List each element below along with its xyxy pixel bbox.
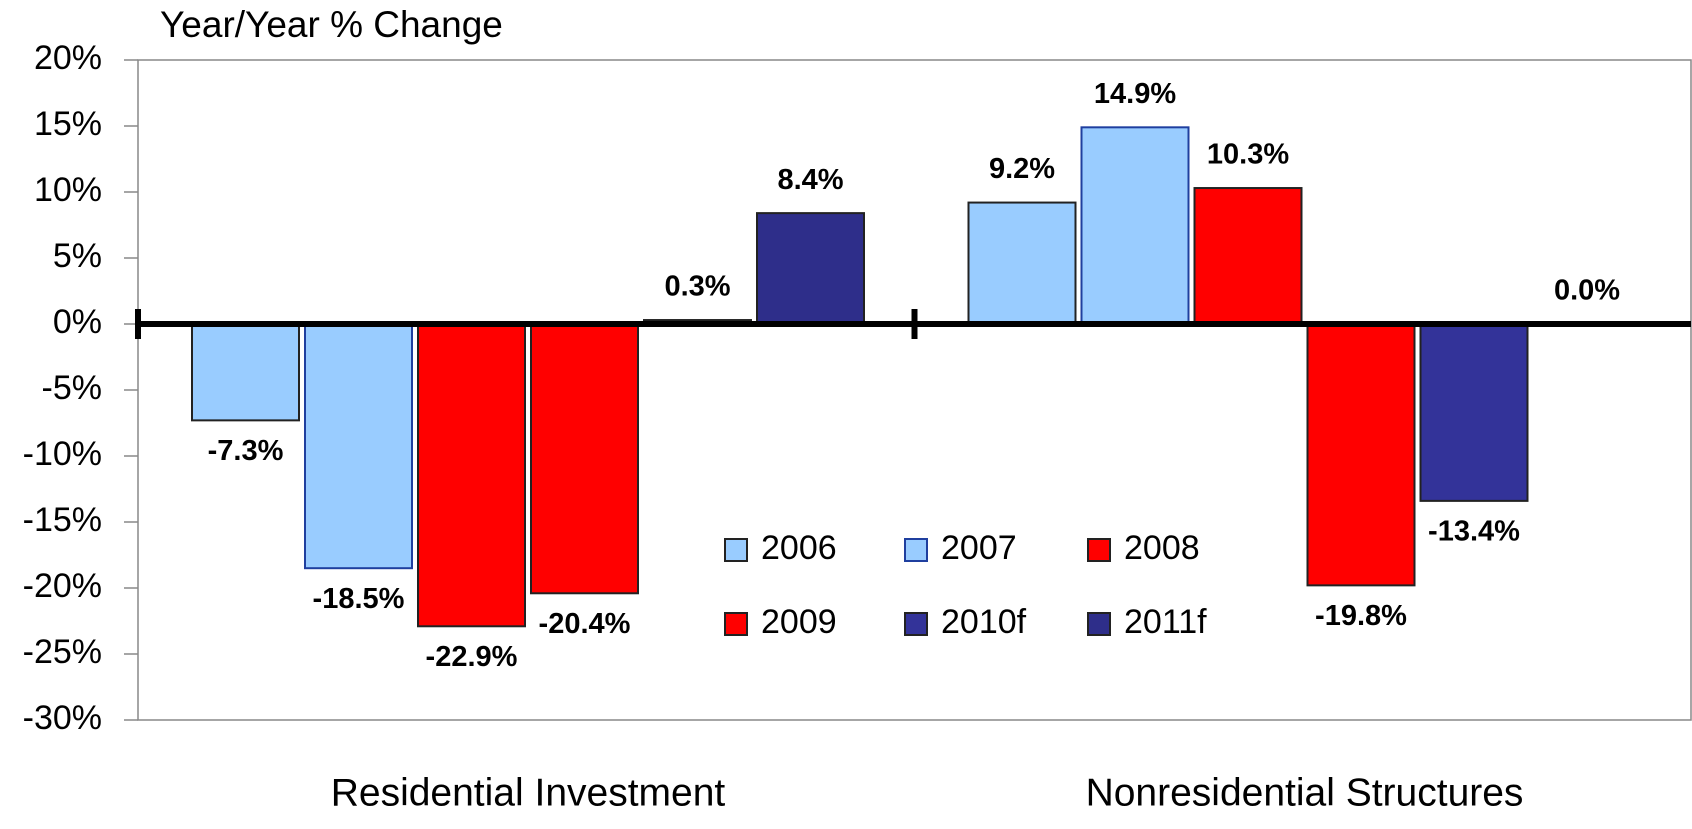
legend-swatch [904,612,928,636]
legend-label: 2007 [941,529,1017,567]
legend-swatch [1087,612,1111,636]
y-tick-label: -20% [23,567,102,605]
y-tick-label: 5% [53,237,102,275]
data-label: 0.3% [664,271,730,303]
data-label: 0.0% [1554,275,1620,307]
data-label: -22.9% [426,641,518,673]
legend-swatch [904,538,928,562]
x-tick-label: Residential Investment [331,771,726,814]
data-label: 9.2% [989,153,1055,185]
legend-label: 2009 [761,603,837,641]
data-label: -19.8% [1315,600,1407,632]
data-label: 8.4% [777,164,843,196]
bar [1306,323,1416,587]
legend-swatch [1087,538,1111,562]
legend-label: 2006 [761,529,837,567]
y-tick-label: -10% [23,435,102,473]
bar [530,323,639,595]
bar [1080,126,1190,325]
legend-label: 2008 [1124,529,1200,567]
legend-swatch [724,612,748,636]
data-label: -7.3% [208,435,284,467]
legend-label: 2010f [941,603,1027,641]
data-label: -13.4% [1428,516,1520,548]
bar [417,323,526,628]
y-axis-title: Year/Year % Change [160,4,503,45]
legend-swatch [724,538,748,562]
x-tick-label: Nonresidential Structures [1086,771,1524,814]
bar [304,323,413,570]
y-tick-label: 10% [34,171,102,209]
y-tick-label: -25% [23,633,102,671]
bar [967,201,1077,325]
y-tick-label: 20% [34,39,102,77]
bar [191,323,300,422]
bar [1193,187,1303,325]
y-tick-label: -30% [23,699,102,737]
y-tick-label: 0% [53,303,102,341]
data-label: -20.4% [539,608,631,640]
bar [756,212,865,325]
y-tick-label: 15% [34,105,102,143]
bar [1419,323,1529,502]
data-label: 14.9% [1094,78,1176,110]
legend-label: 2011f [1124,603,1207,641]
data-label: 10.3% [1207,139,1289,171]
y-tick-label: -5% [42,369,102,407]
y-tick-label: -15% [23,501,102,539]
data-label: -18.5% [313,583,405,615]
